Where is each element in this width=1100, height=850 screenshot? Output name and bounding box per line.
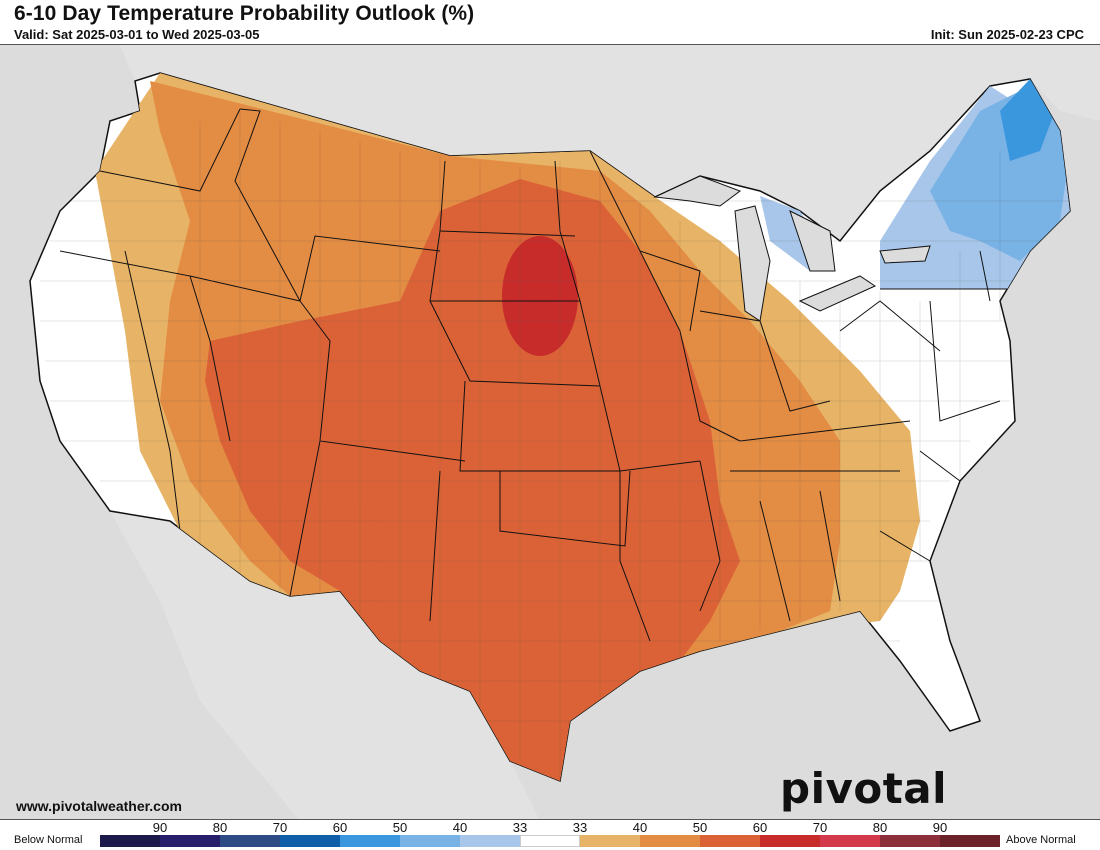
above-60-70-region [502,236,578,356]
map-title: 6-10 Day Temperature Probability Outlook… [14,2,475,25]
valid-period: Valid: Sat 2025-03-01 to Wed 2025-03-05 [14,27,260,42]
legend-swatch [520,835,580,847]
legend-tick-label: 70 [272,820,288,835]
lake-huron [789,210,836,272]
legend-swatch [580,835,640,847]
legend-swatch [760,835,820,847]
mexico-land [110,511,539,819]
legend-tick-label: 50 [392,820,408,835]
county-lines [40,111,1070,781]
legend-swatch [880,835,940,847]
below-50-60-region [1000,79,1055,161]
legend-tick-label: 33 [572,820,588,835]
legend-tick-label: 50 [692,820,708,835]
color-legend: Below Normal 90 80 70 60 50 40 33 33 40 50 60 70 80 9… [0,820,1100,850]
state-boundaries [59,108,1010,642]
lake-ontario [879,245,931,264]
legend-tick-label: 80 [872,820,888,835]
legend-swatch [700,835,760,847]
legend-swatch [280,835,340,847]
legend-swatch [400,835,460,847]
legend-tick-label: 40 [452,820,468,835]
legend-above-label: Above Normal [1006,834,1076,846]
legend-tick-label: 90 [152,820,168,835]
legend-swatch [220,835,280,847]
us-outlook-map [0,45,1100,819]
legend-tick-label: 70 [812,820,828,835]
canada-land [100,45,1100,241]
legend-swatch [340,835,400,847]
legend-swatch [160,835,220,847]
legend-swatch [100,835,160,847]
legend-tick-label: 90 [932,820,948,835]
legend-swatch [460,835,520,847]
legend-below-label: Below Normal [14,834,83,846]
lake-michigan [734,205,771,322]
legend-bar [100,835,1000,847]
map-header: 6-10 Day Temperature Probability Outlook… [0,0,1100,45]
above-50-60-region [205,179,740,781]
legend-tick-label: 60 [332,820,348,835]
legend-tick-label: 80 [212,820,228,835]
legend-tick-label: 33 [512,820,528,835]
legend-swatch [640,835,700,847]
legend-swatch [820,835,880,847]
init-time: Init: Sun 2025-02-23 CPC [930,27,1084,42]
legend-tick-label: 40 [632,820,648,835]
lake-erie [798,275,877,312]
legend-swatch [940,835,1000,847]
legend-tick-label: 60 [752,820,768,835]
website-url: www.pivotalweather.com [16,798,182,814]
lake-superior [653,175,742,207]
map-area [0,44,1100,820]
